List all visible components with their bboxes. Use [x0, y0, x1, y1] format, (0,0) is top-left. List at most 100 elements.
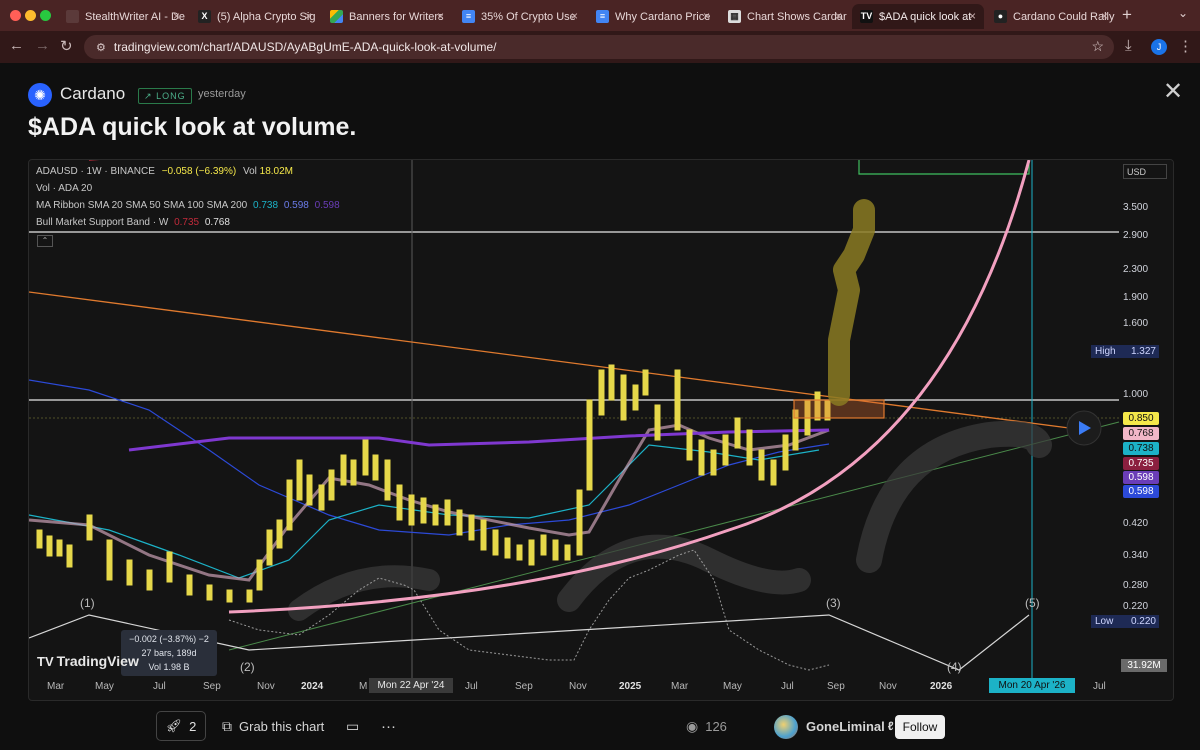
- x-tick: Jul: [781, 681, 794, 692]
- author-name[interactable]: GoneLiminal ℓ: [806, 718, 894, 734]
- volume-line: [228, 549, 830, 671]
- follow-button[interactable]: Follow: [895, 715, 945, 739]
- reload-icon[interactable]: ↻: [60, 38, 73, 55]
- rocket-icon: 🚀︎: [165, 718, 183, 733]
- price-tag: 0.735: [1123, 457, 1159, 470]
- wave-label: (1): [80, 596, 95, 610]
- boost-button[interactable]: 🚀︎ 2: [156, 711, 206, 741]
- target-box: [858, 160, 1030, 175]
- y-tick: 0.220: [1123, 601, 1149, 612]
- close-tab-icon[interactable]: ×: [304, 9, 312, 23]
- close-tab-icon[interactable]: ×: [172, 9, 180, 23]
- currency-selector[interactable]: USD: [1123, 164, 1167, 179]
- measure-tooltip: −0.002 (−3.87%) −2 27 bars, 189d Vol 1.9…: [121, 630, 217, 676]
- legend-main[interactable]: ADAUSD · 1W · BINANCE −0.058 (−6.39%) Vo…: [36, 166, 294, 177]
- tradingview-icon: TV: [860, 10, 873, 23]
- bookmark-star-icon[interactable]: ☆: [1091, 38, 1104, 54]
- y-tick: 3.500: [1123, 202, 1149, 213]
- pencil-icon: ℓ: [887, 719, 894, 733]
- price-tag: 0.598: [1123, 471, 1159, 484]
- url-field[interactable]: ⚙ tradingview.com/chart/ADAUSD/AyABgUmE-…: [84, 35, 1114, 59]
- eye-icon: ◉: [686, 717, 699, 734]
- legend-ma-ribbon[interactable]: MA Ribbon SMA 20 SMA 50 SMA 100 SMA 200 …: [36, 200, 340, 211]
- x-tick: Sep: [203, 681, 221, 692]
- price-tag: 0.738: [1123, 442, 1159, 455]
- forward-icon[interactable]: →: [35, 37, 50, 54]
- purple-ma-line: [128, 428, 830, 452]
- volume-tag: 31.92M: [1121, 659, 1167, 672]
- grab-chart-button[interactable]: ⧉ Grab this chart: [222, 717, 325, 734]
- x-tick: Jul: [153, 681, 166, 692]
- price-tag: 0.850: [1123, 412, 1159, 425]
- image-icon: ▦: [728, 10, 741, 23]
- tradingview-watermark[interactable]: TV TradingView: [37, 653, 139, 669]
- author-avatar[interactable]: [774, 715, 798, 739]
- crosshair-date-left: Mon 22 Apr '24: [369, 678, 453, 693]
- close-tab-icon[interactable]: ×: [968, 9, 976, 23]
- close-tab-icon[interactable]: ×: [702, 9, 710, 23]
- y-tick: 2.300: [1123, 264, 1149, 275]
- posted-time: yesterday: [198, 88, 246, 100]
- browser-tab[interactable]: ≡ 35% Of Crypto Use ×: [454, 4, 586, 29]
- y-tick: 1.600: [1123, 318, 1149, 329]
- close-tab-icon[interactable]: ×: [436, 9, 444, 23]
- y-tick: 0.340: [1123, 550, 1149, 561]
- chart-area[interactable]: ADAUSD · 1W · BINANCE −0.058 (−6.39%) Vo…: [28, 159, 1174, 701]
- back-icon[interactable]: ←: [9, 37, 24, 54]
- close-tab-icon[interactable]: ×: [570, 9, 578, 23]
- x-tick: 2025: [619, 681, 642, 692]
- close-tab-icon[interactable]: ×: [834, 9, 842, 23]
- download-icon[interactable]: ⤓: [1125, 37, 1132, 54]
- browser-tab[interactable]: Banners for Writers ×: [322, 4, 452, 29]
- close-window-icon[interactable]: [10, 10, 21, 21]
- browser-tab[interactable]: ≡ Why Cardano Price ×: [588, 4, 718, 29]
- new-tab-icon[interactable]: +: [1122, 5, 1132, 24]
- docs-icon: ≡: [462, 10, 475, 23]
- minimize-window-icon[interactable]: [25, 10, 36, 21]
- x-tick: Sep: [515, 681, 533, 692]
- comment-icon[interactable]: ▭: [346, 717, 360, 734]
- wave-label: (4): [947, 660, 962, 674]
- stealthwriter-icon: [66, 10, 79, 23]
- collapse-legend-icon[interactable]: ⌃: [37, 235, 53, 247]
- arrow-up-right-icon: ↗: [144, 91, 153, 101]
- legend-volume[interactable]: Vol · ADA 20: [36, 183, 93, 194]
- x-tick: 2026: [930, 681, 953, 692]
- browser-menu-icon[interactable]: ⋮: [1178, 38, 1193, 55]
- wave-label: (5): [1025, 596, 1040, 610]
- price-tag: 0.598: [1123, 485, 1159, 498]
- browser-tab[interactable]: ▦ Chart Shows Cardar ×: [720, 4, 850, 29]
- x-tick: Nov: [569, 681, 587, 692]
- legend-bmsb[interactable]: Bull Market Support Band · W 0.735 0.768: [36, 217, 230, 228]
- browser-tab[interactable]: StealthWriter AI - De ×: [58, 4, 188, 29]
- close-icon[interactable]: ✕: [1163, 78, 1184, 105]
- candles: [36, 364, 831, 603]
- browser-tab-active[interactable]: TV $ADA quick look at ×: [852, 4, 984, 29]
- x-tick: Jul: [1093, 681, 1106, 692]
- x-tick: May: [95, 681, 114, 692]
- high-tag: High 1.327: [1091, 345, 1159, 358]
- address-bar: ← → ↻ ⚙ tradingview.com/chart/ADAUSD/AyA…: [0, 31, 1200, 63]
- close-tab-icon[interactable]: ×: [1100, 9, 1108, 23]
- idea-title: $ADA quick look at volume.: [28, 113, 357, 141]
- wave-label: (2): [240, 660, 255, 674]
- profile-avatar[interactable]: J: [1151, 39, 1167, 55]
- browser-tab-bar: StealthWriter AI - De × X (5) Alpha Cryp…: [0, 0, 1200, 31]
- projection-brush: [828, 199, 875, 406]
- browser-tab[interactable]: X (5) Alpha Crypto Sig ×: [190, 4, 320, 29]
- browser-tab[interactable]: ● Cardano Could Rally ×: [986, 4, 1116, 29]
- elliott-wave-path: [29, 614, 1030, 671]
- tab-search-icon[interactable]: ⌄: [1178, 6, 1189, 20]
- cardano-logo-icon: ✺: [28, 83, 52, 107]
- more-options-icon[interactable]: ···: [381, 717, 396, 735]
- tradingview-logo-icon: TV: [37, 654, 54, 669]
- y-tick: 1.900: [1123, 292, 1149, 303]
- y-tick: 0.280: [1123, 580, 1149, 591]
- maximize-window-icon[interactable]: [40, 10, 51, 21]
- chart-canvas[interactable]: [29, 160, 1173, 700]
- x-tick: 2024: [301, 681, 324, 692]
- symbol-name[interactable]: Cardano: [60, 84, 126, 103]
- price-tag: 0.768: [1123, 427, 1159, 440]
- x-tick: Jul: [465, 681, 478, 692]
- site-info-icon[interactable]: ⚙: [96, 41, 106, 54]
